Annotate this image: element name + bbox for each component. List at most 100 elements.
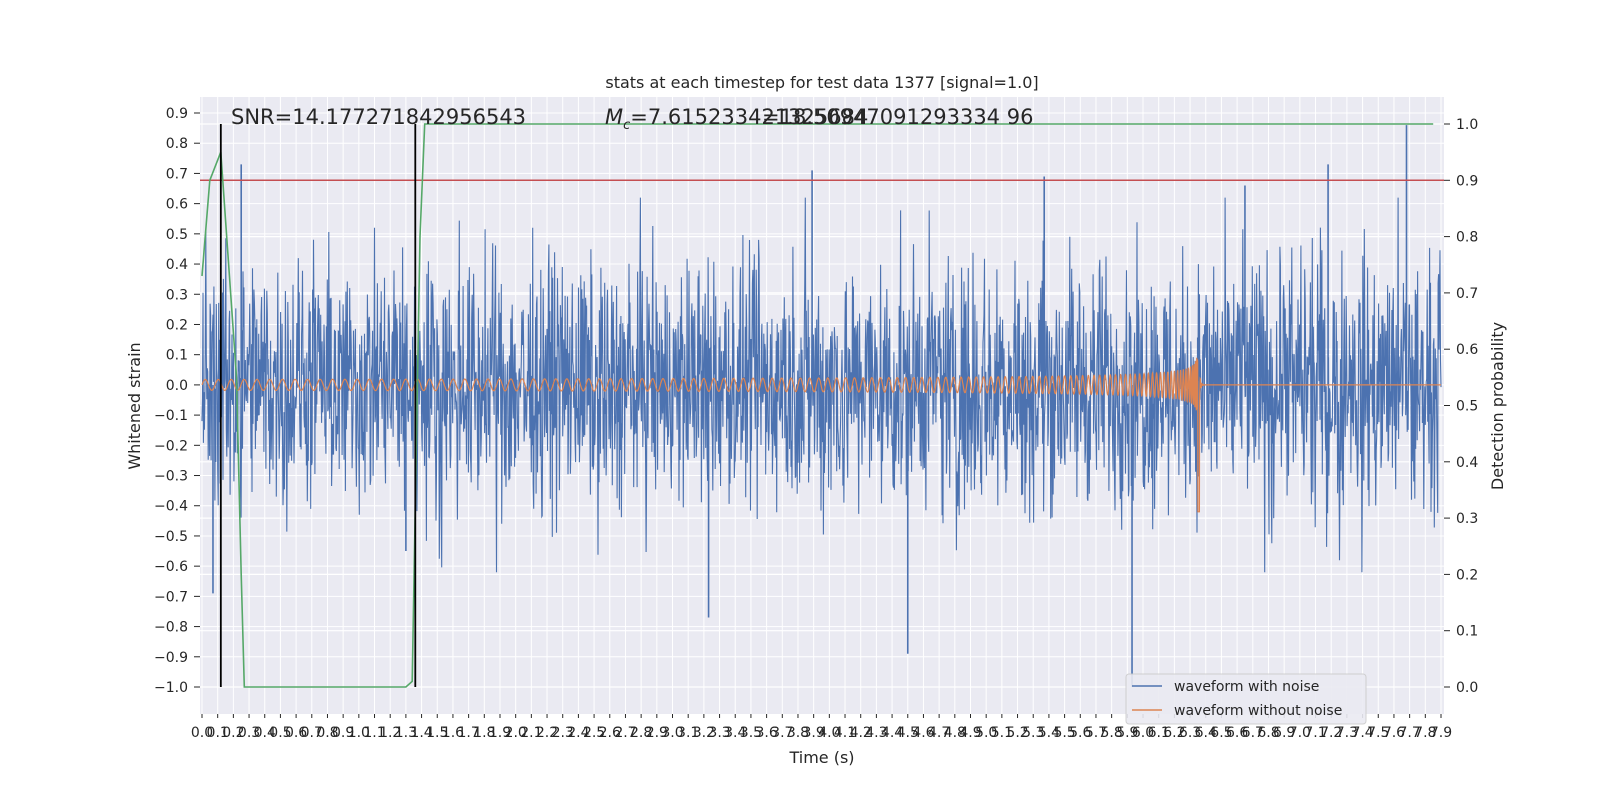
x-tick-label: 7.6: [1383, 725, 1405, 741]
mc-annotation: Mc=7.615233421325684: [605, 105, 868, 133]
x-tick-label: 3.2: [693, 725, 715, 741]
x-tick-label: 2.4: [567, 725, 589, 741]
x-tick-label: 5.7: [1085, 725, 1107, 741]
legend: waveform with noise waveform without noi…: [1125, 673, 1367, 725]
x-tick-label: 7.2: [1320, 725, 1342, 741]
y-tick-label: −0.5: [154, 529, 188, 545]
x-tick-label: 1.2: [379, 725, 401, 741]
x-tick-label: 6.3: [1179, 725, 1201, 741]
x-tick-label: 2.6: [599, 725, 621, 741]
y-tick-label: 0.2: [166, 317, 188, 333]
series-waveform-with-noise: [201, 125, 1442, 687]
y-tick-label: 0.4: [166, 257, 188, 273]
x-tick-label: 3.4: [724, 725, 746, 741]
y-tick-label: −0.6: [154, 559, 188, 575]
x-tick-label: 4.6: [912, 725, 934, 741]
y-tick-label: −0.9: [154, 650, 188, 666]
x-tick-label: 7.0: [1289, 725, 1311, 741]
overlap-annotation: =18.50947091293334 96: [762, 105, 1033, 129]
x-tick-label: 6.0: [1132, 725, 1154, 741]
x-tick-label: 5.2: [1006, 725, 1028, 741]
x-tick-label: 3.6: [755, 725, 777, 741]
x-tick-label: 1.0: [348, 725, 370, 741]
x-tick-label: 3.9: [803, 725, 825, 741]
y2-tick-label: 0.0: [1456, 680, 1478, 696]
y-tick-label: −0.2: [154, 438, 188, 454]
x-tick-label: 2.2: [536, 725, 558, 741]
x-tick-label: 1.1: [363, 725, 385, 741]
noise-trace: [201, 197, 1442, 573]
x-tick-label: 4.4: [881, 725, 903, 741]
y-tick-label: 0.9: [166, 106, 188, 122]
x-tick-label: 1.8: [473, 725, 495, 741]
mc-symbol: M: [605, 105, 623, 129]
x-tick-label: 2.5: [583, 725, 605, 741]
x-tick-label: 3.8: [787, 725, 809, 741]
x-tick-label: 7.3: [1336, 725, 1358, 741]
x-tick-label: 5.9: [1116, 725, 1138, 741]
x-tick-label: 0.0: [191, 725, 213, 741]
y-tick-label: 0.6: [166, 197, 188, 213]
x-tick-label: 4.0: [818, 725, 840, 741]
x-tick-label: 3.1: [677, 725, 699, 741]
mc-value: =7.615233421325684: [630, 105, 868, 129]
clean-trace: [201, 357, 1441, 513]
x-tick-label: 6.5: [1210, 725, 1232, 741]
x-tick-label: 6.4: [1195, 725, 1217, 741]
x-tick-label: 1.7: [457, 725, 479, 741]
x-tick-label: 5.0: [975, 725, 997, 741]
x-tick-label: 2.1: [520, 725, 542, 741]
x-tick-label: 0.7: [301, 725, 323, 741]
vertical-markers: [219, 124, 417, 687]
y-tick-label: 0.0: [166, 378, 188, 394]
y-tick-label: 0.5: [166, 227, 188, 243]
y-tick-label: −0.3: [154, 469, 188, 485]
y-tick-label: 0.3: [166, 287, 188, 303]
snr-annotation: SNR=14.177271842956543: [231, 105, 526, 129]
x-tick-label: 5.4: [1038, 725, 1060, 741]
x-tick-label: 0.8: [316, 725, 338, 741]
x-tick-label: 2.7: [614, 725, 636, 741]
x-tick-label: 5.3: [1022, 725, 1044, 741]
x-tick-label: 5.6: [1069, 725, 1091, 741]
x-tick-label: 1.9: [489, 725, 511, 741]
x-tick-label: 6.8: [1257, 725, 1279, 741]
y2-axis-label: Detection probability: [1488, 322, 1507, 490]
y2-tick-label: 0.5: [1456, 399, 1478, 415]
x-tick-label: 6.6: [1226, 725, 1248, 741]
x-tick-label: 6.1: [1148, 725, 1170, 741]
x-tick-label: 4.2: [850, 725, 872, 741]
legend-box: [1125, 673, 1367, 725]
detection-probability-line: [201, 123, 1434, 688]
y2-tick-label: 0.2: [1456, 567, 1478, 583]
x-tick-label: 7.5: [1367, 725, 1389, 741]
x-tick-label: 1.3: [395, 725, 417, 741]
y-ticks: 0.9 0.8 0.7 0.6 0.5 0.4 0.3 0.2 0.1 0.0 −0.1 −0.2 −0…: [154, 106, 200, 696]
y-tick-label: 0.7: [166, 166, 188, 182]
x-tick-label: 3.3: [708, 725, 730, 741]
x-tick-label: 4.8: [944, 725, 966, 741]
legend-label-noise: waveform with noise: [1174, 679, 1319, 695]
x-tick-label: 0.3: [238, 725, 260, 741]
x-tick-label: 2.8: [630, 725, 652, 741]
x-tick-label: 5.8: [1101, 725, 1123, 741]
x-tick-label: 2.9: [646, 725, 668, 741]
x-tick-label: 2.0: [505, 725, 527, 741]
x-tick-label: 7.9: [1430, 725, 1452, 741]
x-tick-label: 0.5: [269, 725, 291, 741]
y2-tick-label: 0.4: [1456, 455, 1478, 471]
x-tick-label: 4.9: [959, 725, 981, 741]
x-tick-label: 4.1: [834, 725, 856, 741]
y2-tick-label: 0.8: [1456, 230, 1478, 246]
x-tick-label: 0.9: [332, 725, 354, 741]
x-tick-label: 3.7: [771, 725, 793, 741]
x-tick-label: 7.4: [1351, 725, 1373, 741]
chart-title: stats at each timestep for test data 137…: [605, 73, 1038, 92]
x-tick-label: 7.1: [1304, 725, 1326, 741]
x-tick-label: 0.1: [207, 725, 229, 741]
y2-tick-label: 0.9: [1456, 173, 1478, 189]
y-tick-label: 0.8: [166, 136, 188, 152]
x-tick-label: 2.3: [552, 725, 574, 741]
